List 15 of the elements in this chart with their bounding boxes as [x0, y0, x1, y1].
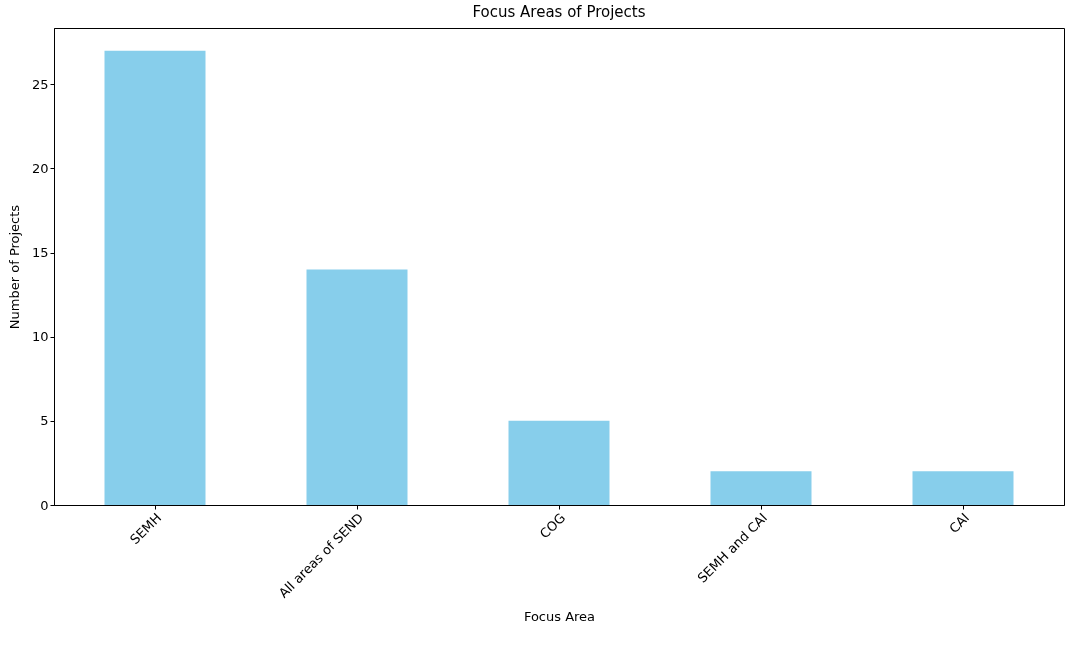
bar — [104, 50, 206, 505]
y-tick-label: 15 — [31, 245, 49, 261]
y-tick-label: 25 — [31, 76, 49, 92]
bar — [306, 269, 408, 505]
bar — [912, 471, 1014, 505]
bar — [508, 420, 610, 505]
bar — [710, 471, 812, 505]
y-tick-label: 20 — [31, 160, 49, 176]
y-tick-label: 5 — [40, 413, 49, 429]
x-tick-label: CAI — [946, 510, 973, 537]
chart-title: Focus Areas of Projects — [472, 3, 646, 21]
y-tick-label: 0 — [40, 497, 49, 513]
y-axis-title: Number of Projects — [6, 204, 22, 330]
x-axis-title: Focus Area — [523, 608, 596, 624]
y-tick-label: 10 — [31, 329, 49, 345]
